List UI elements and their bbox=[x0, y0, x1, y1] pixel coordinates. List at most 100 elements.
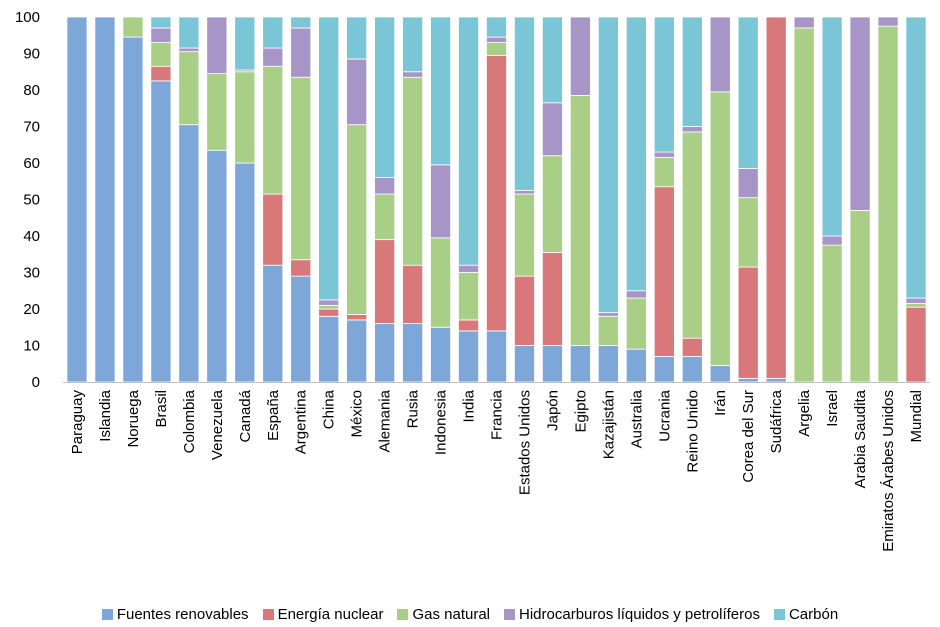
bar-segment bbox=[737, 266, 759, 379]
bar-segment bbox=[234, 16, 256, 71]
bar-segment bbox=[486, 16, 507, 38]
bar-segment bbox=[514, 16, 535, 191]
bar-segment bbox=[346, 58, 368, 126]
bar-segment bbox=[625, 297, 647, 350]
bar-segment bbox=[653, 151, 675, 158]
legend-item: Energía nuclear bbox=[262, 606, 384, 623]
bar-segment bbox=[597, 345, 619, 383]
bar-segment bbox=[458, 264, 479, 273]
bar-segment bbox=[821, 244, 843, 383]
bar-segment bbox=[402, 323, 424, 383]
legend-label: Energía nuclear bbox=[277, 606, 384, 623]
bar-segment bbox=[541, 252, 563, 346]
bar-segment bbox=[430, 16, 452, 166]
bar-segment bbox=[318, 299, 340, 306]
bar-segment bbox=[653, 16, 675, 153]
bar-segment bbox=[681, 16, 703, 127]
bar-segment bbox=[150, 42, 172, 67]
bar-segment bbox=[514, 189, 535, 195]
bar-segment bbox=[374, 16, 396, 179]
bar-segment bbox=[206, 16, 228, 74]
bar-segment bbox=[905, 303, 927, 308]
bar-segment bbox=[290, 27, 312, 78]
x-tick-label: Reino Unido bbox=[684, 390, 701, 473]
bar-segment bbox=[374, 239, 396, 324]
legend-swatch bbox=[504, 609, 516, 620]
bar-segment bbox=[262, 264, 284, 383]
legend-swatch bbox=[397, 609, 409, 620]
bar-segment bbox=[625, 290, 647, 299]
bar-segment bbox=[541, 345, 563, 383]
y-tick-label: 20 bbox=[23, 301, 40, 318]
bar-segment bbox=[458, 16, 479, 266]
x-tick-label: México bbox=[349, 390, 366, 438]
y-tick-label: 90 bbox=[23, 46, 40, 63]
legend-item: Carbón bbox=[773, 606, 839, 623]
bar-segment bbox=[262, 47, 284, 67]
x-tick-label: Brasil bbox=[153, 390, 170, 428]
bar-segment bbox=[597, 315, 619, 346]
legend-label: Carbón bbox=[788, 606, 839, 623]
bar-segment bbox=[290, 275, 312, 383]
bar-segment bbox=[402, 71, 424, 78]
bar-segment bbox=[653, 186, 675, 357]
bar-segment bbox=[653, 356, 675, 383]
bar-segment bbox=[681, 337, 703, 357]
x-tick-label: Estados Unidos bbox=[516, 390, 533, 495]
x-tick-label: China bbox=[321, 389, 338, 429]
bar-segment bbox=[821, 235, 843, 246]
bar-segment bbox=[150, 65, 172, 82]
legend-swatch bbox=[101, 609, 113, 620]
bar-segment bbox=[402, 16, 424, 73]
bar-segment bbox=[122, 16, 144, 38]
x-tick-label: Colombia bbox=[181, 389, 198, 453]
legend-item: Gas natural bbox=[397, 606, 490, 623]
bar-segment bbox=[681, 126, 703, 133]
x-tick-label: Arabia Saudita bbox=[852, 389, 869, 488]
bar-segment bbox=[877, 25, 899, 383]
bar-segment bbox=[66, 16, 88, 383]
bar-segment bbox=[625, 348, 647, 383]
x-tick-label: Argelia bbox=[796, 389, 813, 436]
bar-segment bbox=[709, 365, 731, 383]
x-tick-label: Noruega bbox=[125, 389, 142, 447]
bar-segment bbox=[150, 80, 172, 383]
y-tick-label: 70 bbox=[23, 119, 40, 136]
bar-segment bbox=[737, 168, 759, 199]
bar-segment bbox=[430, 164, 452, 239]
x-tick-label: Argentina bbox=[293, 389, 310, 454]
x-tick-label: Francia bbox=[489, 389, 506, 440]
bar-segment bbox=[793, 16, 815, 29]
bar-segment bbox=[541, 155, 563, 253]
y-tick-label: 30 bbox=[23, 265, 40, 282]
legend-swatch bbox=[262, 609, 274, 620]
bar-segment bbox=[318, 304, 340, 310]
bar-segment bbox=[765, 16, 787, 379]
x-tick-label: Japón bbox=[544, 390, 561, 431]
y-tick-label: 0 bbox=[32, 374, 40, 391]
y-tick-label: 80 bbox=[23, 82, 40, 99]
bar-segment bbox=[150, 16, 172, 29]
bar-segment bbox=[905, 16, 927, 299]
bar-segment bbox=[458, 272, 479, 321]
x-tick-label: España bbox=[265, 389, 282, 441]
bars bbox=[66, 16, 927, 383]
bar-segment bbox=[821, 16, 843, 237]
bar-segment bbox=[569, 345, 591, 383]
bar-segment bbox=[793, 27, 815, 383]
bar-segment bbox=[765, 377, 787, 383]
legend-label: Hidrocarburos líquidos y petrolíferos bbox=[519, 606, 760, 623]
bar-segment bbox=[402, 264, 424, 325]
bar-segment bbox=[569, 16, 591, 96]
bar-segment bbox=[709, 91, 731, 366]
bar-segment bbox=[681, 356, 703, 383]
bar-segment bbox=[318, 308, 340, 317]
bar-segment bbox=[290, 259, 312, 277]
bar-segment bbox=[94, 16, 116, 383]
bar-segment bbox=[569, 95, 591, 346]
x-tick-label: Venezuela bbox=[209, 389, 226, 460]
bar-segment bbox=[458, 319, 479, 332]
bar-segment bbox=[849, 16, 871, 211]
legend-item: Hidrocarburos líquidos y petrolíferos bbox=[504, 606, 760, 623]
